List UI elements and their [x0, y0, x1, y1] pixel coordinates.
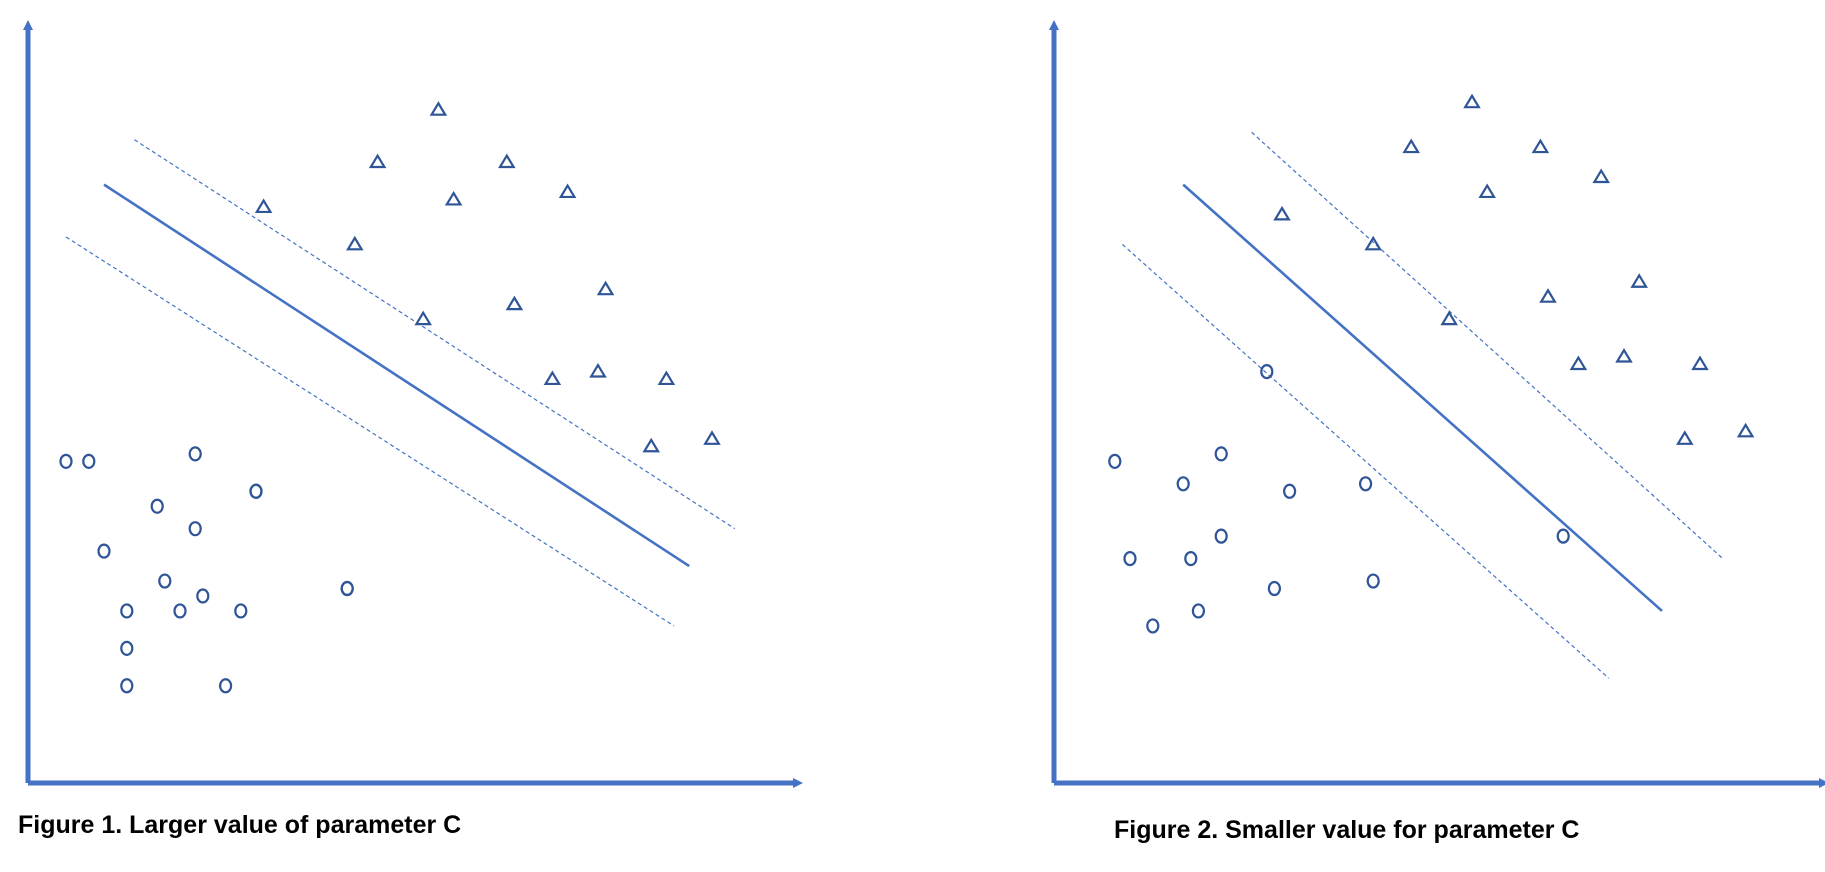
circle-icon	[82, 453, 96, 469]
circle-icon	[173, 603, 187, 619]
circle-icon	[120, 640, 134, 656]
circle-icon	[188, 446, 202, 462]
circle-icon	[249, 483, 263, 499]
triangle-icon	[657, 370, 676, 386]
circle-icon	[1260, 364, 1274, 380]
margin-line	[134, 139, 736, 530]
triangle-icon	[1364, 235, 1382, 251]
triangle-icon	[596, 280, 615, 296]
triangle-icon	[1676, 430, 1694, 445]
circle-icon	[1184, 550, 1198, 567]
circle-icon	[1358, 476, 1373, 492]
triangle-icon	[589, 362, 607, 378]
triangle-icon	[1531, 138, 1550, 154]
circle-icon	[196, 588, 210, 604]
figure-1-caption: Figure 1. Larger value of parameter C	[18, 811, 462, 839]
triangle-icon	[1478, 183, 1496, 199]
triangle-icon	[254, 198, 273, 214]
triangle-icon	[1691, 355, 1709, 371]
triangle-icon	[1539, 288, 1557, 303]
margin-line	[65, 236, 675, 627]
figure-2-caption: Figure 2. Smaller value for parameter C	[1114, 816, 1580, 844]
circle-icon	[1146, 618, 1160, 634]
margin-line	[1122, 243, 1610, 679]
triangle-icon	[498, 153, 516, 169]
figure-1	[23, 20, 803, 788]
decision-boundary	[103, 183, 690, 568]
circle-icon	[120, 603, 134, 619]
circle-icon	[120, 678, 134, 694]
circle-icon	[158, 573, 172, 589]
triangle-icon	[444, 190, 463, 206]
triangle-icon	[1569, 355, 1588, 371]
triangle-icon	[558, 183, 577, 199]
circle-icon	[59, 453, 73, 469]
triangle-icon	[1273, 205, 1291, 221]
circle-icon	[219, 678, 233, 694]
circle-icon	[1214, 446, 1228, 462]
triangle-icon	[368, 153, 387, 169]
circle-icon	[1176, 476, 1190, 492]
triangle-icon	[1463, 93, 1481, 109]
circle-icon	[340, 580, 354, 597]
circle-icon	[1123, 550, 1137, 567]
circle-icon	[1556, 528, 1570, 544]
circle-icon	[234, 603, 248, 619]
triangle-icon	[429, 101, 448, 116]
circle-icon	[97, 543, 111, 559]
triangle-icon	[1630, 273, 1648, 288]
figure-2	[1049, 20, 1825, 788]
triangle-icon	[1736, 422, 1755, 438]
decision-boundary	[1182, 183, 1663, 612]
triangle-icon	[642, 437, 660, 453]
triangle-icon	[1592, 168, 1610, 184]
triangle-icon	[703, 430, 721, 445]
triangle-icon	[505, 295, 524, 311]
triangle-icon	[1440, 310, 1458, 326]
triangle-icon	[346, 235, 364, 251]
margin-line	[1251, 131, 1724, 560]
triangle-icon	[1402, 138, 1420, 154]
circle-icon	[1267, 580, 1282, 597]
circle-icon	[1191, 603, 1206, 619]
circle-icon	[1366, 573, 1380, 589]
triangle-icon	[414, 310, 432, 326]
triangle-icon	[543, 370, 562, 386]
circle-icon	[188, 521, 202, 537]
circle-icon	[1282, 483, 1297, 499]
circle-icon	[1108, 453, 1122, 469]
circle-icon	[1214, 528, 1228, 544]
circle-icon	[150, 498, 164, 514]
triangle-icon	[1615, 348, 1633, 363]
